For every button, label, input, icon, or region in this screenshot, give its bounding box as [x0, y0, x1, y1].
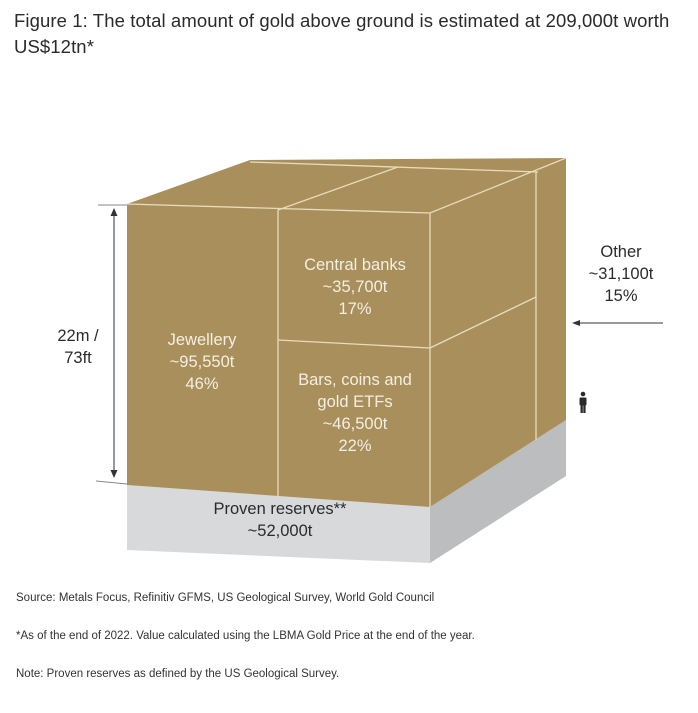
other-pct: 15% [604, 287, 638, 305]
segment-other: Other ~31,100t 15% [578, 241, 664, 307]
cube-side-face [430, 158, 566, 507]
segment-bars-coins-etfs: Bars, coins and gold ETFs ~46,500t 22% [280, 369, 430, 457]
central-banks-name: Central banks [304, 256, 406, 274]
dimension-meters: 22m / [57, 327, 99, 345]
reserves-side-face [430, 420, 566, 563]
dimension-feet: 73ft [64, 349, 92, 367]
central-banks-tonnes: ~35,700t [322, 278, 388, 296]
reserves-name: Proven reserves** [213, 500, 347, 518]
jewellery-name: Jewellery [167, 331, 237, 349]
bars-coins-pct: 22% [338, 437, 372, 455]
bars-coins-name-line1: Bars, coins and [298, 371, 412, 389]
other-tonnes: ~31,100t [588, 265, 654, 283]
double-arrow-icon [95, 204, 128, 485]
bars-coins-name-line2: gold ETFs [317, 393, 393, 411]
person-icon [579, 391, 587, 413]
reserves-tonnes: ~52,000t [247, 522, 313, 540]
jewellery-pct: 46% [185, 375, 219, 393]
reserves-definition-note: Note: Proven reserves as defined by the … [16, 668, 340, 680]
segment-central-banks: Central banks ~35,700t 17% [282, 254, 428, 320]
bars-coins-tonnes: ~46,500t [322, 415, 388, 433]
other-name: Other [600, 243, 642, 261]
segment-proven-reserves: Proven reserves** ~52,000t [180, 498, 380, 542]
central-banks-pct: 17% [338, 300, 372, 318]
arrow-left-icon [572, 320, 663, 326]
figure-title: Figure 1: The total amount of gold above… [14, 10, 670, 57]
segment-jewellery: Jewellery ~95,550t 46% [140, 329, 264, 395]
source-note: Source: Metals Focus, Refinitiv GFMS, US… [16, 592, 435, 604]
jewellery-tonnes: ~95,550t [169, 353, 235, 371]
reserves-front-face [127, 485, 430, 563]
asterisk-note: *As of the end of 2022. Value calculated… [16, 630, 475, 642]
dimension-label: 22m / 73ft [48, 325, 108, 369]
